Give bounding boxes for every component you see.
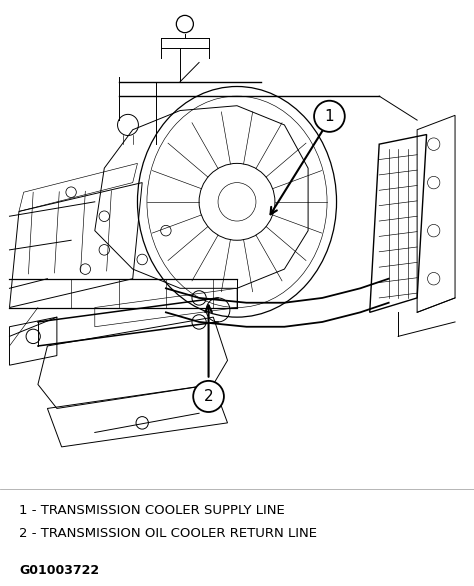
Text: 1 - TRANSMISSION COOLER SUPPLY LINE: 1 - TRANSMISSION COOLER SUPPLY LINE (19, 503, 285, 516)
Circle shape (314, 101, 345, 132)
Text: 1: 1 (325, 109, 334, 124)
Text: G01003722: G01003722 (19, 564, 99, 577)
Text: 2 - TRANSMISSION OIL COOLER RETURN LINE: 2 - TRANSMISSION OIL COOLER RETURN LINE (19, 527, 317, 540)
Text: 2: 2 (204, 389, 213, 404)
Circle shape (193, 381, 224, 412)
